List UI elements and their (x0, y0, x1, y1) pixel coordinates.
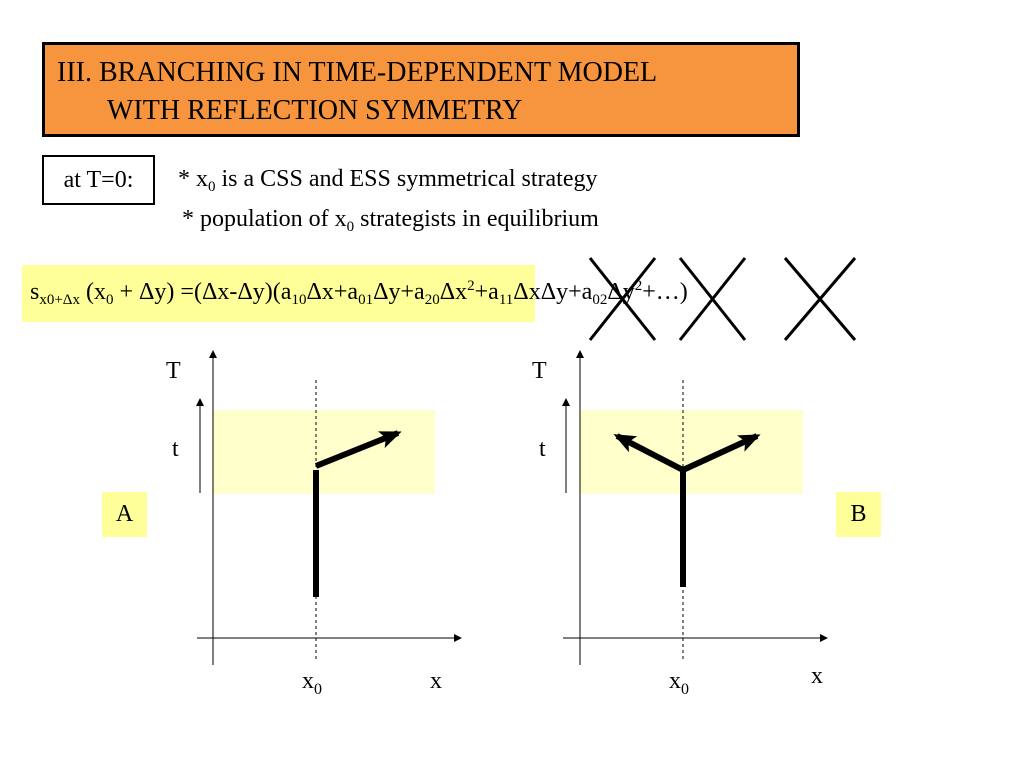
text-sub: 20 (424, 292, 440, 308)
text-base: +…) (642, 279, 688, 305)
title-line: WITH REFLECTION SYMMETRY (107, 95, 523, 126)
axis-y-label: T (166, 358, 181, 384)
title-line: III. BRANCHING IN TIME-DEPENDENT MODEL (57, 57, 658, 88)
text-base: is a CSS and ESS symmetrical strategy (215, 166, 598, 192)
condition-label: at T=0: (42, 155, 155, 205)
axis-x-label: x (811, 663, 823, 689)
text-sup: 2 (634, 278, 643, 294)
formula-highlight (22, 265, 535, 322)
text-base: +a (474, 279, 499, 305)
text-sub: 0 (105, 292, 114, 308)
x-marker: x0 (669, 668, 689, 698)
axis-y-label: T (532, 358, 547, 384)
text-base: strategists in equilibrium (354, 206, 599, 232)
text-sub: 02 (592, 292, 608, 308)
title-box: III. BRANCHING IN TIME-DEPENDENT MODEL W… (42, 42, 800, 137)
text-base: s (30, 279, 40, 305)
x-marker-base: x (302, 668, 314, 694)
x-marker-sub: 0 (681, 681, 689, 698)
panel-label: A (102, 492, 147, 537)
panel-b: T t x x0 (532, 350, 828, 698)
text-sub: 11 (498, 292, 514, 308)
bullet: * population of x0 strategists in equili… (182, 206, 599, 236)
x-marker-sub: 0 (314, 681, 322, 698)
text-base: Δx+a (306, 279, 359, 305)
text-base: ΔxΔy+a (513, 279, 593, 305)
text-base: + Δy) =(Δx-Δy)(a (113, 279, 292, 305)
text-base: * population of x (182, 206, 347, 232)
text-sub: 0 (208, 179, 216, 195)
formula: sx0+Δx (x0 + Δy) =(Δx-Δy)(a10Δx+a01Δy+a2… (30, 278, 688, 309)
text-sub: 01 (358, 292, 374, 308)
x-marker-base: x (669, 668, 681, 694)
bullet: * x0 is a CSS and ESS symmetrical strate… (178, 166, 597, 196)
text-base: * x (178, 166, 208, 192)
text-base: Δx (439, 279, 468, 305)
crosses (588, 257, 857, 341)
text-sup: 2 (467, 278, 475, 294)
panel-a: T t x x0 (166, 350, 462, 698)
axis-x-label: x (430, 668, 442, 694)
text-base: (x (79, 279, 106, 305)
text-sub: 10 (291, 292, 307, 308)
panel-label: B (836, 492, 881, 537)
time-label: t (172, 436, 179, 462)
x-marker: x0 (302, 668, 322, 698)
text-sub: x0+Δx (39, 292, 80, 308)
time-label: t (539, 436, 546, 462)
text-base: Δy+a (373, 279, 425, 305)
text-sub: 0 (346, 219, 355, 235)
